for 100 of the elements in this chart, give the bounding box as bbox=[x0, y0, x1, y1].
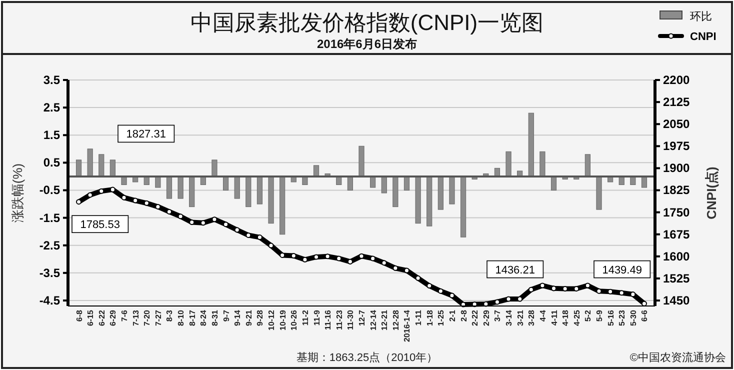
x-tick-label: 11-9 bbox=[312, 309, 322, 326]
x-tick-label: 8-31 bbox=[210, 309, 220, 326]
point bbox=[178, 214, 184, 220]
point bbox=[76, 199, 82, 205]
bar bbox=[506, 151, 512, 177]
point bbox=[234, 227, 240, 233]
x-tick-label: 6-8 bbox=[74, 309, 84, 322]
y-tick-label: 1.5 bbox=[43, 128, 60, 142]
point bbox=[223, 222, 229, 228]
bar bbox=[302, 176, 308, 185]
x-tick-label: 5-23 bbox=[618, 309, 627, 326]
legend-label: 环比 bbox=[690, 10, 712, 23]
legend-label: CNPI bbox=[690, 31, 716, 43]
x-tick-label: 9-7 bbox=[222, 309, 231, 322]
bar bbox=[256, 176, 263, 204]
x-tick-label: 4-4 bbox=[538, 309, 548, 322]
x-tick-label: 9-21 bbox=[244, 309, 254, 326]
x-tick-label: 7-13 bbox=[131, 309, 140, 326]
y2-tick-label: 1600 bbox=[663, 249, 690, 264]
annotation: 1439.49 bbox=[602, 264, 642, 276]
bar bbox=[76, 160, 82, 177]
bar bbox=[426, 176, 432, 226]
x-tick-label: 10-26 bbox=[290, 309, 299, 330]
point bbox=[268, 242, 274, 248]
x-tick-label: 1-25 bbox=[436, 309, 446, 326]
bar bbox=[222, 176, 229, 190]
x-tick-label: 1-18 bbox=[425, 309, 434, 326]
x-tick-label: 4-18 bbox=[561, 309, 570, 326]
chart-title: 中国尿素批发价格指数(CNPI)一览图 bbox=[190, 10, 544, 35]
bar bbox=[449, 176, 455, 204]
y2-tick-label: 2200 bbox=[663, 73, 690, 87]
y2-tick-label: 2125 bbox=[663, 95, 690, 110]
y2-tick-label: 1675 bbox=[663, 227, 690, 242]
x-tick-label: 8-10 bbox=[176, 309, 186, 326]
bar bbox=[178, 176, 184, 199]
x-tick-label: 12-28 bbox=[391, 309, 400, 330]
y2-tick-label: 1750 bbox=[663, 205, 690, 220]
y2-tick-label: 1975 bbox=[663, 139, 690, 154]
y2-tick-label: 1900 bbox=[663, 161, 690, 176]
bar bbox=[381, 176, 387, 194]
x-tick-label: 8-3 bbox=[165, 309, 174, 322]
x-tick-label: 2-8 bbox=[459, 309, 468, 322]
y-tick-label: -2.5 bbox=[39, 238, 60, 252]
bar bbox=[280, 176, 286, 235]
bar bbox=[234, 176, 240, 199]
x-tick-label: 12-21 bbox=[380, 309, 390, 330]
bar bbox=[618, 176, 624, 185]
bar bbox=[87, 148, 93, 177]
bar bbox=[460, 176, 466, 238]
point bbox=[449, 292, 455, 298]
y2-tick-label: 2050 bbox=[663, 117, 690, 132]
bar bbox=[550, 176, 557, 190]
x-tick-label: 6-29 bbox=[108, 309, 118, 326]
bar bbox=[641, 176, 648, 188]
x-tick-label: 2016-1-4 bbox=[402, 309, 412, 342]
x-tick-label: 2-1 bbox=[448, 309, 457, 322]
bar bbox=[98, 154, 104, 177]
y2-tick-label: 1525 bbox=[663, 271, 690, 286]
x-tick-label: 8-24 bbox=[199, 309, 208, 326]
x-tick-label: 7-27 bbox=[154, 309, 163, 326]
x-tick-label: 4-11 bbox=[550, 309, 559, 326]
y-tick-label: 3.5 bbox=[43, 73, 60, 87]
x-tick-label: 12-7 bbox=[358, 309, 366, 326]
x-tick-label: 5-30 bbox=[628, 309, 638, 326]
x-tick-label: 1-11 bbox=[414, 309, 424, 326]
x-tick-label: 10-19 bbox=[278, 309, 288, 330]
x-tick-label: 6-6 bbox=[640, 309, 650, 322]
x-tick-label: 3-7 bbox=[493, 309, 502, 322]
x-tick-label: 5-2 bbox=[584, 309, 593, 322]
x-tick-label: 8-17 bbox=[188, 309, 197, 326]
x-tick-label: 2-29 bbox=[482, 309, 491, 326]
point bbox=[87, 192, 93, 198]
point bbox=[415, 275, 421, 281]
x-tick-label: 4-25 bbox=[572, 309, 582, 326]
bar bbox=[584, 154, 590, 177]
bar bbox=[268, 176, 274, 224]
x-tick-label: 9-28 bbox=[256, 309, 265, 326]
text: ©中国农资流通协会 bbox=[630, 351, 726, 364]
y2-tick-label: 1825 bbox=[663, 183, 690, 198]
bar bbox=[313, 165, 320, 177]
bar bbox=[246, 176, 252, 208]
bar bbox=[110, 160, 116, 177]
x-tick-label: 6-15 bbox=[86, 309, 96, 326]
y-tick-label: -3.5 bbox=[39, 266, 60, 280]
x-tick-label: 5-9 bbox=[595, 309, 604, 322]
x-tick-label: 9-14 bbox=[233, 309, 242, 326]
y-tick-label: -0.5 bbox=[39, 183, 60, 198]
bar bbox=[212, 160, 218, 177]
bar bbox=[630, 176, 636, 185]
bar bbox=[370, 176, 376, 188]
annotation: 1827.31 bbox=[126, 128, 166, 141]
bar bbox=[189, 176, 195, 208]
y2-tick-label: 1450 bbox=[663, 293, 690, 308]
y-tick-label: -4.5 bbox=[39, 293, 60, 308]
x-tick-label: 5-16 bbox=[606, 309, 616, 326]
bar bbox=[347, 176, 353, 190]
bar bbox=[121, 176, 127, 185]
x-tick-label: 12-14 bbox=[368, 309, 378, 330]
x-tick-label: 2-22 bbox=[470, 309, 480, 326]
x-tick-label: 11-16 bbox=[324, 309, 333, 330]
